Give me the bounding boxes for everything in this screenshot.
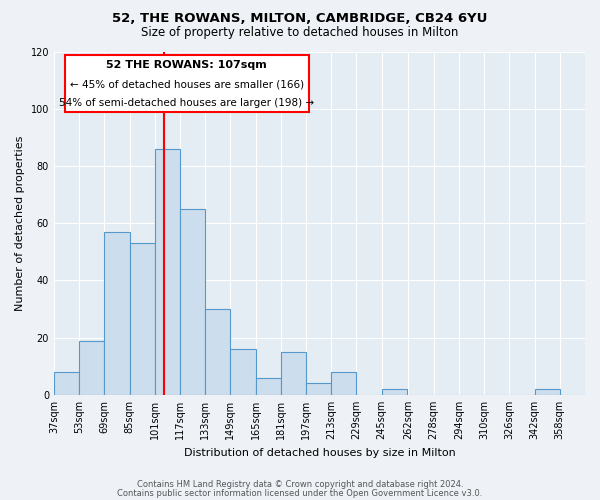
Text: 54% of semi-detached houses are larger (198) →: 54% of semi-detached houses are larger (… bbox=[59, 98, 314, 108]
Bar bbox=[130, 243, 155, 395]
X-axis label: Distribution of detached houses by size in Milton: Distribution of detached houses by size … bbox=[184, 448, 455, 458]
Bar bbox=[79, 340, 104, 395]
Bar bbox=[331, 372, 356, 395]
Bar bbox=[535, 389, 560, 395]
FancyBboxPatch shape bbox=[65, 55, 309, 112]
Bar bbox=[230, 349, 256, 395]
Bar bbox=[155, 149, 180, 395]
Y-axis label: Number of detached properties: Number of detached properties bbox=[15, 136, 25, 311]
Bar bbox=[180, 209, 205, 395]
Text: Contains HM Land Registry data © Crown copyright and database right 2024.: Contains HM Land Registry data © Crown c… bbox=[137, 480, 463, 489]
Bar bbox=[256, 378, 281, 395]
Text: 52, THE ROWANS, MILTON, CAMBRIDGE, CB24 6YU: 52, THE ROWANS, MILTON, CAMBRIDGE, CB24 … bbox=[112, 12, 488, 26]
Bar bbox=[306, 384, 331, 395]
Text: Size of property relative to detached houses in Milton: Size of property relative to detached ho… bbox=[142, 26, 458, 39]
Bar bbox=[382, 389, 407, 395]
Bar bbox=[104, 232, 130, 395]
Bar bbox=[281, 352, 306, 395]
Bar bbox=[54, 372, 79, 395]
Bar bbox=[205, 309, 230, 395]
Text: ← 45% of detached houses are smaller (166): ← 45% of detached houses are smaller (16… bbox=[70, 80, 304, 90]
Text: 52 THE ROWANS: 107sqm: 52 THE ROWANS: 107sqm bbox=[106, 60, 267, 70]
Text: Contains public sector information licensed under the Open Government Licence v3: Contains public sector information licen… bbox=[118, 488, 482, 498]
